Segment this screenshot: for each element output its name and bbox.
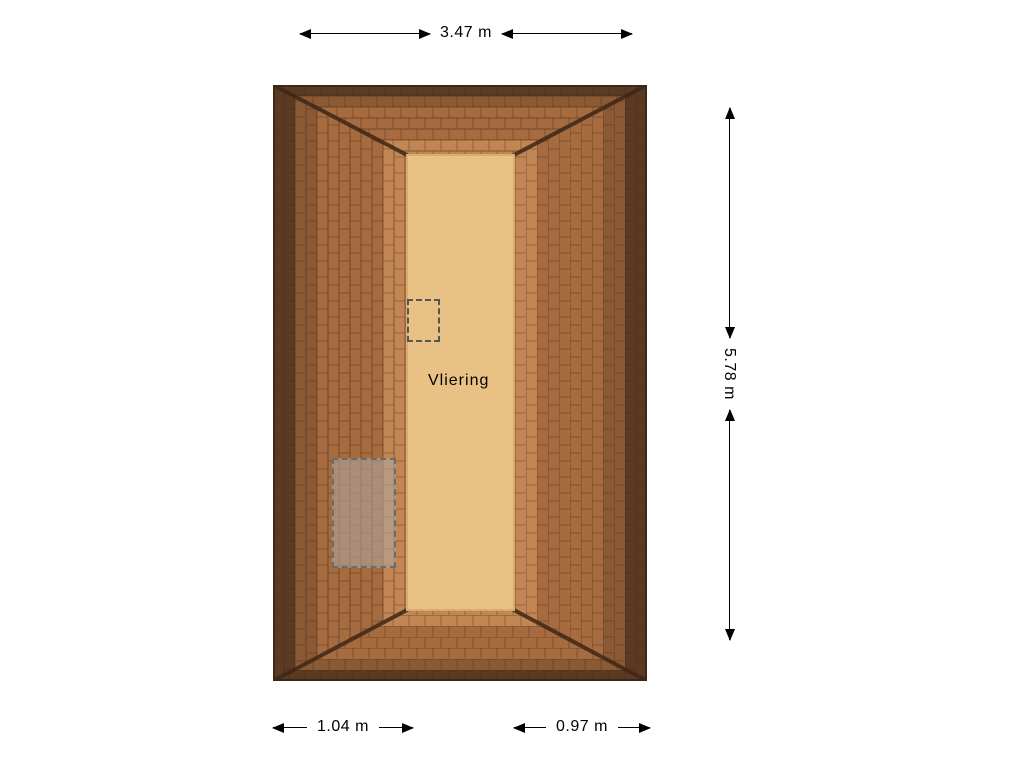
room-label: Vliering [428, 372, 489, 390]
dim-arrow [729, 108, 730, 338]
dim-label: 1.04 m [317, 718, 369, 736]
dimension-bottom-right: 0.97 m [514, 718, 650, 736]
attic-hatch [407, 299, 440, 342]
dim-label: 5.78 m [720, 348, 738, 400]
dim-arrow [729, 410, 730, 640]
dimension-bottom-left: 1.04 m [273, 718, 413, 736]
dim-arrow [618, 727, 650, 728]
dim-arrow [273, 727, 307, 728]
dim-arrow [300, 33, 430, 34]
floorplan-canvas: 3.47 m 5.78 m 1.04 m 0.97 m Vliering [0, 0, 1024, 768]
dim-arrow [502, 33, 632, 34]
dimension-right: 5.78 m [720, 108, 738, 640]
dim-label: 3.47 m [440, 24, 492, 42]
dim-label: 0.97 m [556, 718, 608, 736]
dimension-top: 3.47 m [300, 24, 632, 42]
dim-arrow [514, 727, 546, 728]
dim-arrow [379, 727, 413, 728]
skylight-panel [332, 458, 396, 568]
